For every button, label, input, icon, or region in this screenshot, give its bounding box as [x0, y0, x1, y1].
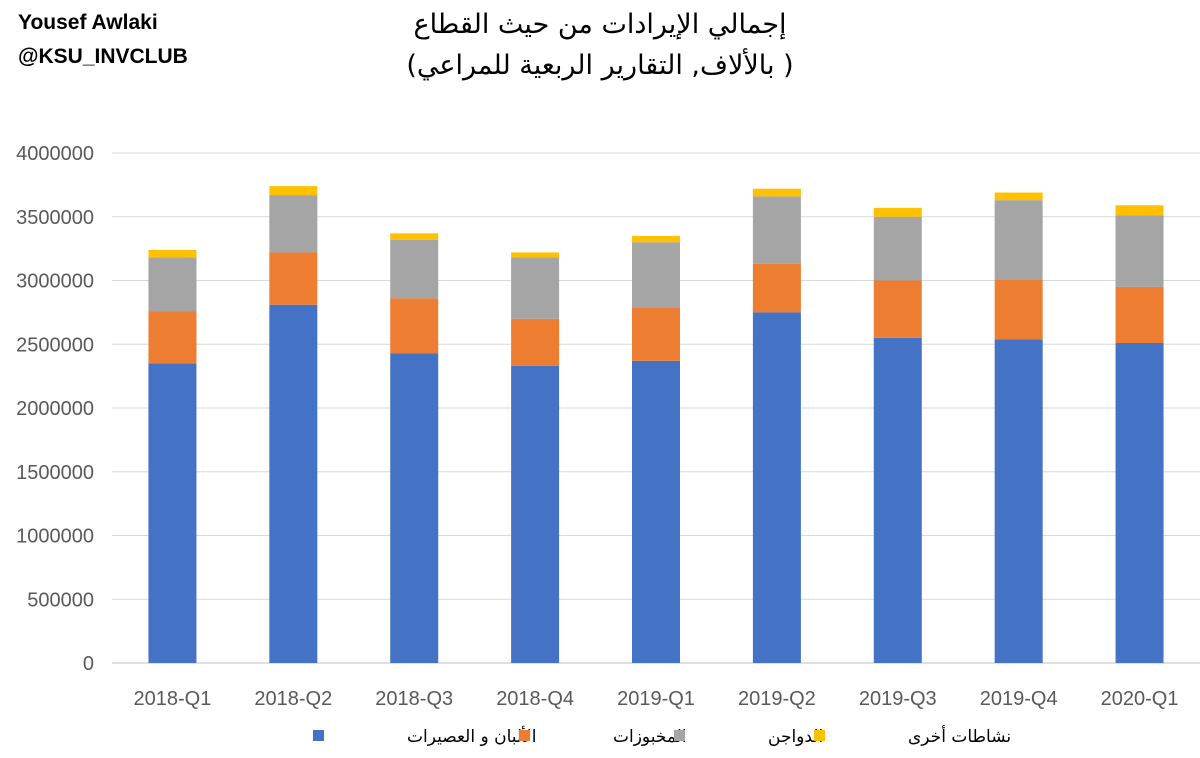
- bar-segment: [390, 298, 439, 354]
- y-tick-label: 1500000: [16, 462, 94, 484]
- bar-segment: [511, 257, 560, 319]
- bar-segment: [752, 263, 801, 313]
- bars: [148, 186, 1164, 663]
- bar-segment: [752, 312, 801, 663]
- y-tick-label: 3000000: [16, 271, 94, 293]
- x-tick-label: 2019-Q2: [738, 688, 816, 710]
- bar-segment: [873, 280, 922, 338]
- bar-segment: [390, 239, 439, 299]
- y-tick-label: 500000: [27, 589, 94, 611]
- bar-segment: [511, 318, 560, 366]
- legend-swatch: [674, 730, 685, 741]
- legend-label: الدواجن: [768, 727, 823, 747]
- bar-segment: [752, 188, 801, 197]
- legend-label: نشاطات أخرى: [908, 725, 1011, 747]
- x-axis-ticks: 2018-Q1 2018-Q2 2018-Q3 2018-Q4 2019-Q1 2019-…: [134, 688, 1179, 710]
- legend-label: المخبوزات: [613, 727, 687, 747]
- bar-segment: [994, 339, 1043, 663]
- legend-label: الألبان و العصيرات: [407, 726, 537, 747]
- y-tick-label: 2000000: [16, 398, 94, 420]
- bar-segment: [148, 311, 197, 364]
- y-tick-label: 4000000: [16, 143, 94, 165]
- chart-subtitle: ( بالألاف, التقارير الربعية للمراعي): [406, 50, 794, 81]
- bar-segment: [269, 195, 318, 253]
- legend: الألبان و العصيرات المخبوزات الدواجن نشاطات…: [313, 725, 1011, 747]
- bar-segment: [1115, 205, 1164, 216]
- bar-segment: [632, 307, 680, 361]
- chart-title: إجمالي الإيرادات من حيث القطاع: [413, 9, 787, 40]
- x-tick-label: 2018-Q1: [134, 688, 212, 710]
- bar-segment: [269, 186, 318, 196]
- x-tick-label: 2019-Q1: [617, 688, 695, 710]
- y-tick-label: 2500000: [16, 334, 94, 356]
- bar-segment: [752, 196, 801, 264]
- bar-segment: [873, 337, 922, 663]
- bar-segment: [148, 363, 197, 663]
- bar-segment: [632, 360, 680, 663]
- bar-segment: [873, 207, 922, 217]
- bar-segment: [632, 242, 680, 308]
- y-axis-ticks: 0 500000 1000000 1500000 2000000 2500000 30000…: [16, 143, 94, 675]
- x-tick-label: 2018-Q4: [496, 688, 574, 710]
- y-tick-label: 3500000: [16, 207, 94, 229]
- bar-segment: [994, 279, 1043, 340]
- bar-segment: [1115, 286, 1164, 343]
- bar-segment: [390, 353, 439, 663]
- chart-titles: إجمالي الإيرادات من حيث القطاع ( بالألاف…: [300, 4, 900, 86]
- bar-segment: [1115, 342, 1164, 663]
- y-tick-label: 0: [83, 653, 94, 675]
- bar-segment: [511, 365, 560, 663]
- bar-segment: [148, 249, 197, 258]
- bar-segment: [873, 216, 922, 281]
- x-tick-label: 2018-Q2: [254, 688, 332, 710]
- bar-segment: [632, 235, 680, 243]
- bar-segment: [269, 252, 318, 305]
- bar-segment: [994, 192, 1043, 201]
- bar-segment: [511, 252, 560, 258]
- legend-swatch: [519, 730, 530, 741]
- author-block: Yousef Awlaki @KSU_INVCLUB: [18, 6, 188, 74]
- x-tick-label: 2019-Q3: [859, 688, 937, 710]
- author-name: Yousef Awlaki: [18, 11, 158, 34]
- x-tick-label: 2019-Q4: [980, 688, 1058, 710]
- author-handle: @KSU_INVCLUB: [18, 45, 188, 68]
- legend-swatch: [814, 730, 825, 741]
- bar-segment: [390, 233, 439, 240]
- bar-segment: [148, 257, 197, 312]
- y-tick-label: 1000000: [16, 526, 94, 548]
- bar-segment: [269, 304, 318, 663]
- bar-segment: [994, 200, 1043, 280]
- bar-segment: [1115, 215, 1164, 287]
- x-tick-label: 2018-Q3: [375, 688, 453, 710]
- legend-swatch: [313, 730, 324, 741]
- x-tick-label: 2020-Q1: [1101, 688, 1179, 710]
